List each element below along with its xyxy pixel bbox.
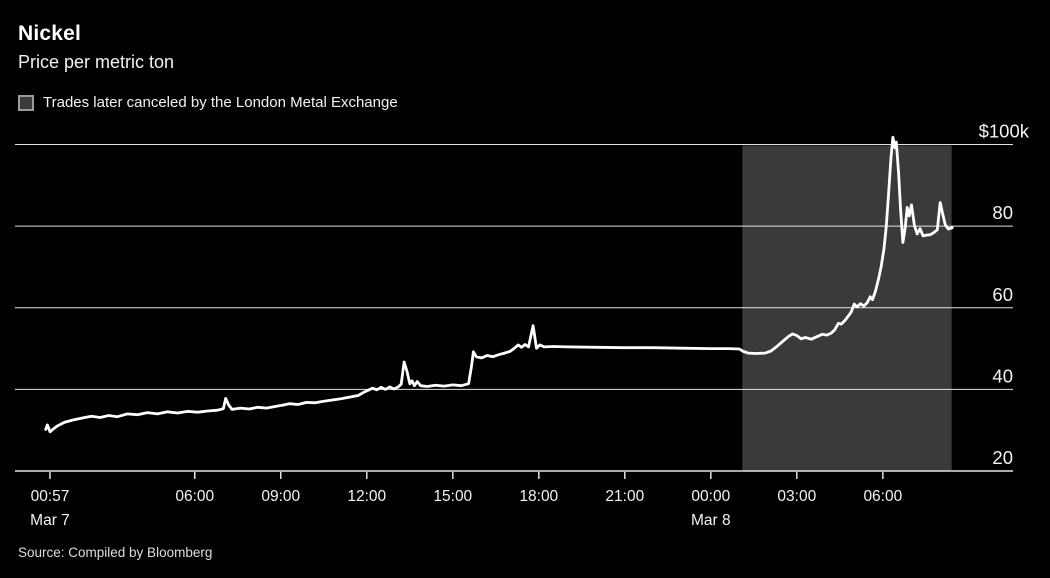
x-tick-label-03:00: 03:00 <box>777 488 816 505</box>
legend: Trades later canceled by the London Meta… <box>18 94 398 111</box>
y-tick-label-100: $100k <box>979 121 1030 142</box>
x-tick-label-00:00: 00:00 <box>691 488 730 505</box>
x-tick-label-06:00: 06:00 <box>863 488 902 505</box>
x-tick-label-00:57: 00:57 <box>31 488 70 505</box>
x-tick-label-06:00: 06:00 <box>175 488 214 505</box>
x-date-label-Mar-8: Mar 8 <box>691 512 731 529</box>
x-tick-label-21:00: 21:00 <box>605 488 644 505</box>
price-line <box>44 135 954 434</box>
y-tick-label-40: 40 <box>992 365 1013 386</box>
legend-label: Trades later canceled by the London Meta… <box>43 94 398 111</box>
x-tick-label-09:00: 09:00 <box>261 488 300 505</box>
chart-subtitle: Price per metric ton <box>18 52 175 72</box>
chart-title: Nickel <box>18 22 82 45</box>
y-tick-label-60: 60 <box>992 284 1013 305</box>
y-tick-label-80: 80 <box>992 202 1013 223</box>
x-tick-label-12:00: 12:00 <box>347 488 386 505</box>
x-tick-label-18:00: 18:00 <box>519 488 558 505</box>
y-tick-label-20: 20 <box>992 447 1013 468</box>
x-tick-label-15:00: 15:00 <box>433 488 472 505</box>
source-attribution: Source: Compiled by Bloomberg <box>18 545 213 560</box>
canceled-trades-swatch-icon <box>18 94 34 111</box>
x-date-label-Mar-7: Mar 7 <box>30 512 70 529</box>
